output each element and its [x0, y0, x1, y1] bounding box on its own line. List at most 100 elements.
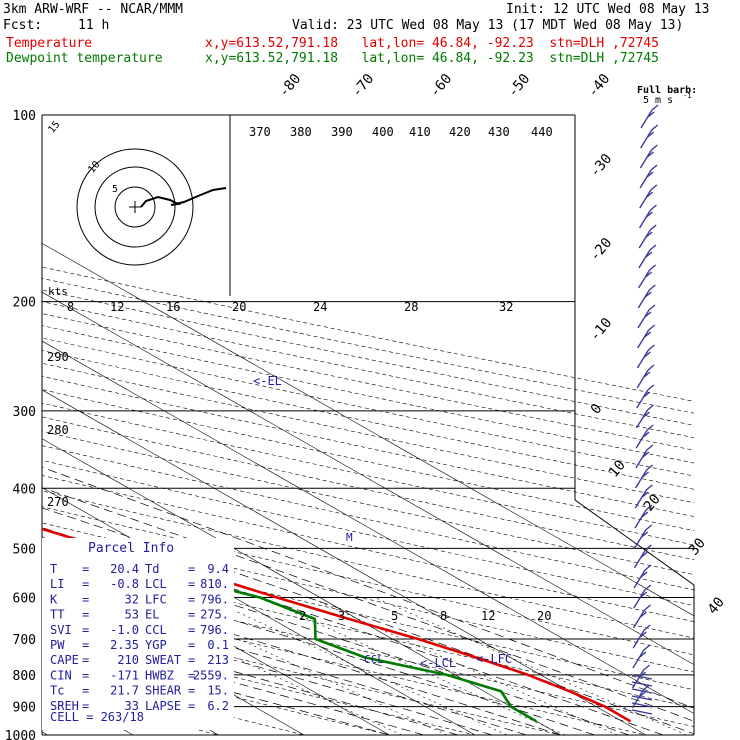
wind-barb-staff: [632, 669, 645, 689]
wind-barb-flag: [643, 411, 650, 418]
wind-barb-staff: [638, 209, 652, 229]
hodograph-ring-5: [114, 186, 156, 228]
parcel-eq: =: [188, 608, 195, 622]
parcel-value: 6.2: [207, 699, 229, 713]
wind-barb-flag: [644, 584, 652, 591]
isotherm-label: 10: [606, 457, 629, 480]
barb-legend-line1: Full barb:: [637, 85, 697, 96]
mixing-ratio-line: [260, 597, 566, 735]
parcel-eq: =: [188, 638, 195, 652]
parcel-key: LAPSE: [145, 699, 181, 713]
parcel-key: TT: [50, 608, 64, 622]
isotherm-label: -40: [585, 71, 614, 101]
forecast-label: Fcst:: [3, 18, 43, 33]
isotherm-line: [42, 291, 694, 666]
parcel-key: SWEAT: [145, 653, 181, 667]
wind-barb-flag: [645, 524, 653, 531]
wind-barb-flag: [648, 324, 656, 331]
wind-barb-flag: [643, 371, 651, 378]
wind-barb-flag: [644, 331, 652, 338]
isotherm-label: 0: [588, 401, 606, 418]
wind-barb-staff: [636, 349, 649, 369]
valid-time: Valid: 23 UTC Wed 08 May 13 (17 MDT Wed …: [292, 18, 684, 33]
wind-barb-staff: [633, 589, 646, 609]
temperature-location: x,y=613.52,791.18 lat,lon= 46.84, -92.23…: [205, 36, 659, 51]
el-marker: <-EL: [253, 374, 282, 388]
wind-barb-staff: [634, 529, 647, 549]
wind-barb-flag: [644, 544, 652, 551]
pressure-label: 600: [13, 591, 36, 606]
theta-label: 400: [372, 125, 394, 139]
parcel-eq: =: [82, 653, 89, 667]
dry-adiabat-line: [42, 278, 694, 414]
wind-barb-staff: [638, 229, 651, 249]
theta-label: 370: [249, 125, 271, 139]
model-title: 3km ARW-WRF -- NCAR/MMM: [3, 2, 184, 17]
parcel-key: SREH: [50, 699, 79, 713]
wind-barb-staff: [640, 129, 653, 149]
hodograph-units: kts: [48, 285, 68, 298]
wind-barb-flag: [646, 424, 654, 431]
wind-barb-flag: [643, 391, 651, 398]
theta-label: 430: [488, 125, 510, 139]
dewpoint-legend: Dewpoint temperature: [6, 51, 163, 66]
dry-adiabat-line: [42, 375, 694, 517]
wind-barb-staff: [635, 469, 648, 489]
parcel-value: 210: [117, 653, 139, 667]
parcel-eq: =: [82, 562, 89, 576]
hodograph-ring-label: 5: [112, 184, 118, 195]
parcel-eq: =: [188, 562, 195, 576]
pressure-label: 900: [13, 701, 36, 716]
parcel-key: LCL: [145, 577, 167, 591]
wind-barb-flag: [641, 511, 649, 518]
wind-barb-flag: [644, 604, 651, 611]
wind-barb-flag: [645, 251, 653, 258]
parcel-info-title: Parcel Info: [88, 541, 174, 556]
isotherm-line: [42, 389, 647, 735]
wind-barb-staff: [637, 329, 650, 349]
wind-barb-surface: [631, 674, 653, 680]
hodograph-speed-label: 32: [499, 300, 513, 314]
plot-right-border: [574, 115, 695, 735]
parcel-value: 53: [125, 608, 139, 622]
dry-adiabat-line: [42, 266, 694, 402]
isotherm-label: -70: [349, 71, 378, 101]
parcel-eq: =: [82, 638, 89, 652]
parcel-key: Td: [145, 562, 159, 576]
wind-barb-flag: [650, 204, 657, 211]
pressure-label: 200: [13, 296, 36, 311]
hodograph-ring-10: [94, 166, 176, 248]
wind-barb-staff: [634, 489, 647, 509]
dry-adiabat-line: [42, 301, 694, 439]
parcel-eq: =: [82, 623, 89, 637]
wind-barb-flag: [643, 664, 651, 671]
wind-barb-flag: [640, 591, 648, 598]
parcel-eq: =: [82, 592, 89, 606]
wind-barb-flag: [639, 651, 647, 658]
wind-barb-flag: [641, 531, 649, 538]
hodograph-trace: [140, 187, 227, 208]
wind-barb-flag: [642, 451, 650, 458]
wind-barb-flag: [644, 564, 652, 571]
pressure-label: 800: [13, 669, 36, 684]
wind-barb-staff: [633, 549, 646, 569]
wind-barb-flag: [647, 384, 655, 391]
parcel-eq: =: [82, 699, 89, 713]
theta-label: 290: [47, 350, 69, 364]
parcel-eq: =: [188, 653, 195, 667]
wind-barb-flag: [649, 264, 657, 271]
wind-barb-flag: [639, 631, 647, 638]
wind-barb-flag: [645, 504, 653, 511]
wind-barb-flag: [651, 104, 659, 111]
dry-adiabat-line: [42, 459, 694, 606]
wind-barb-flag: [650, 144, 658, 151]
wind-barb-staff: [639, 169, 652, 189]
parcel-eq: =: [82, 608, 89, 622]
isotherm-line: [42, 242, 694, 617]
wind-barb-surface: [631, 681, 653, 687]
parcel-value: 2559.: [193, 668, 229, 682]
parcel-value: -171: [110, 668, 139, 682]
ccl-marker: CCL: [364, 653, 384, 666]
isotherm-label: -20: [587, 235, 616, 265]
wind-barb-staff: [636, 369, 649, 389]
